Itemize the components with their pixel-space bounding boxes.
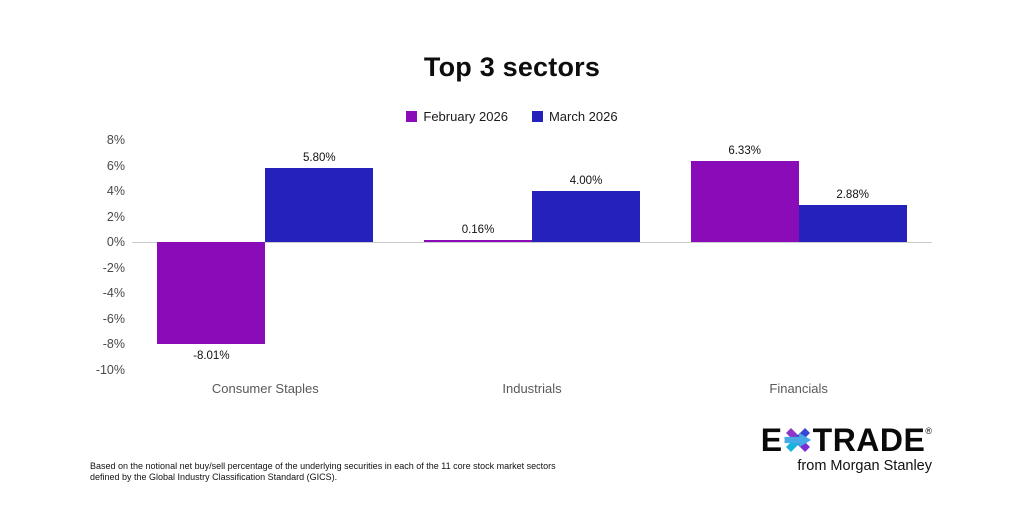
- chart-legend: February 2026 March 2026: [0, 109, 1024, 124]
- y-tick-label: 2%: [106, 209, 125, 224]
- legend-label-march: March 2026: [548, 109, 618, 124]
- etrade-logo: E TRADE ® from Morgan Stanley: [761, 424, 932, 474]
- bar-value-label: -8.01%: [193, 349, 230, 362]
- footnote-text: Based on the notional net buy/sell perce…: [90, 461, 556, 483]
- bar-value-label: 6.33%: [728, 145, 761, 158]
- y-tick-label: -4%: [102, 286, 125, 301]
- y-tick-label: -6%: [102, 311, 125, 326]
- chart-title: Top 3 sectors: [423, 52, 601, 82]
- legend-item-february: February 2026: [406, 109, 508, 124]
- y-tick-label: 8%: [106, 133, 125, 147]
- legend-item-march: March 2026: [531, 109, 618, 124]
- y-tick-label: 0%: [106, 235, 125, 250]
- legend-label-february: February 2026: [423, 109, 508, 124]
- bar-value-label: 0.16%: [461, 224, 495, 237]
- bar-february-consumer-staples: [157, 242, 266, 345]
- bar-february-industrials: [424, 240, 532, 243]
- bar-march-consumer-staples: [265, 168, 374, 243]
- bar-value-label: 5.80%: [303, 152, 336, 165]
- y-tick-label: -2%: [102, 260, 125, 275]
- bar-value-label: 2.88%: [836, 189, 869, 202]
- category-label: Financials: [769, 381, 828, 396]
- legend-swatch-february-icon: [406, 111, 418, 122]
- etrade-wordmark: E TRADE ®: [761, 424, 932, 456]
- registered-trademark-icon: ®: [925, 426, 932, 436]
- y-tick-label: 6%: [106, 158, 125, 173]
- logo-tagline: from Morgan Stanley: [797, 458, 932, 474]
- category-label: Consumer Staples: [211, 381, 319, 396]
- zero-baseline: [132, 242, 932, 244]
- y-tick-label: -10%: [95, 363, 125, 377]
- y-tick-label: 4%: [106, 184, 125, 199]
- etrade-star-icon: [784, 428, 811, 452]
- bar-february-financials: [690, 161, 799, 243]
- bar-march-financials: [798, 205, 907, 243]
- logo-word-trade: TRADE: [812, 422, 926, 458]
- bar-march-industrials: [532, 191, 640, 243]
- y-tick-label: -8%: [102, 337, 125, 352]
- bar-value-label: 4.00%: [569, 175, 603, 188]
- logo-letter-e: E: [760, 422, 783, 458]
- legend-swatch-march-icon: [531, 111, 543, 122]
- category-label: Industrials: [502, 381, 562, 396]
